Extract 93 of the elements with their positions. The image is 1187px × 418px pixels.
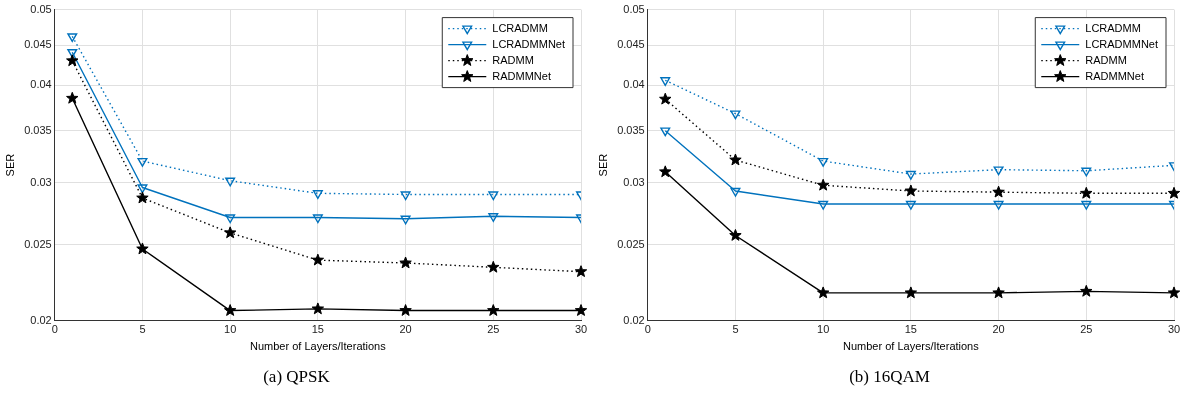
- point: [729, 228, 742, 241]
- point: [66, 54, 79, 67]
- legend-label: LCRADMMNet: [492, 37, 565, 50]
- point: [400, 215, 411, 225]
- point: [660, 127, 671, 137]
- point: [311, 253, 325, 266]
- point: [399, 304, 412, 316]
- point: [905, 200, 916, 210]
- y-tick-label: 0.02: [30, 313, 52, 326]
- point: [729, 153, 742, 166]
- point: [1167, 186, 1181, 199]
- x-tick-label: 30: [1167, 323, 1181, 336]
- point: [993, 200, 1004, 210]
- point: [136, 242, 149, 255]
- point: [400, 191, 411, 201]
- point: [1080, 284, 1093, 297]
- point: [223, 226, 237, 239]
- y-tick-label: 0.045: [617, 38, 645, 51]
- legend-label: LCRADMMNet: [1085, 37, 1158, 50]
- point: [993, 166, 1004, 176]
- point: [659, 92, 672, 105]
- x-tick-label: 10: [817, 323, 830, 336]
- x-tick-label: 5: [139, 323, 146, 336]
- x-tick-label: 0: [644, 323, 651, 336]
- point: [816, 178, 830, 191]
- y-tick-label: 0.045: [24, 38, 52, 51]
- x-tick-label: 15: [311, 323, 324, 336]
- point: [136, 191, 149, 204]
- point: [225, 214, 236, 224]
- point: [905, 170, 916, 180]
- text: (b) 16QAM: [848, 367, 931, 387]
- legend-label: LCRADMM: [1085, 21, 1141, 34]
- point: [487, 304, 500, 316]
- point: [730, 187, 741, 197]
- point: [137, 157, 148, 167]
- y-tick-label: 0.04: [30, 78, 52, 91]
- x-tick-label: 20: [992, 323, 1005, 336]
- point: [223, 304, 237, 316]
- y-axis-title: SER: [3, 153, 16, 177]
- point: [1167, 286, 1181, 299]
- point: [816, 286, 830, 299]
- point: [1081, 167, 1092, 177]
- point: [312, 214, 323, 224]
- point: [574, 265, 588, 278]
- point: [488, 213, 499, 222]
- y-tick-label: 0.035: [24, 123, 52, 136]
- point: [399, 256, 412, 269]
- point: [225, 177, 236, 187]
- x-axis-title: Number of Layers/Iterations: [250, 340, 387, 353]
- point: [659, 165, 672, 178]
- y-tick-label: 0.03: [30, 176, 52, 189]
- x-tick-label: 10: [224, 323, 237, 336]
- y-tick-label: 0.035: [617, 123, 645, 136]
- point: [992, 286, 1005, 299]
- y-tick-label: 0.05: [623, 2, 645, 15]
- point: [1080, 186, 1093, 199]
- point: [137, 184, 148, 194]
- legend-label: LCRADMM: [492, 21, 548, 34]
- x-tick-label: 30: [574, 323, 588, 336]
- point: [904, 286, 918, 299]
- x-tick-label: 25: [1080, 323, 1093, 336]
- point: [992, 185, 1005, 198]
- point: [1081, 200, 1092, 210]
- y-tick-label: 0.03: [623, 176, 645, 189]
- y-tick-label: 0.05: [30, 2, 52, 15]
- legend-label: RADMMNet: [1085, 69, 1144, 82]
- point: [67, 49, 78, 58]
- legend-label: RADMM: [1085, 53, 1127, 66]
- y-tick-label: 0.025: [24, 237, 52, 250]
- legend-label: RADMM: [492, 53, 534, 66]
- x-axis-title: Number of Layers/Iterations: [843, 340, 980, 353]
- point: [67, 33, 78, 43]
- point: [311, 302, 325, 315]
- point: [660, 77, 671, 86]
- point: [487, 260, 500, 273]
- text: (a) QPSK: [262, 367, 331, 387]
- legend-label: RADMMNet: [492, 69, 551, 82]
- point: [818, 157, 829, 167]
- point: [904, 184, 918, 197]
- point: [574, 304, 588, 316]
- point: [818, 200, 829, 210]
- point: [312, 190, 323, 200]
- y-tick-label: 0.04: [623, 78, 645, 91]
- x-tick-label: 25: [487, 323, 500, 336]
- y-tick-label: 0.025: [617, 237, 645, 250]
- x-tick-label: 20: [399, 323, 412, 336]
- x-tick-label: 5: [732, 323, 739, 336]
- x-tick-label: 0: [51, 323, 58, 336]
- x-tick-label: 15: [904, 323, 917, 336]
- point: [730, 110, 741, 120]
- y-tick-label: 0.02: [623, 313, 645, 326]
- y-axis-title: SER: [596, 153, 609, 177]
- point: [488, 191, 499, 201]
